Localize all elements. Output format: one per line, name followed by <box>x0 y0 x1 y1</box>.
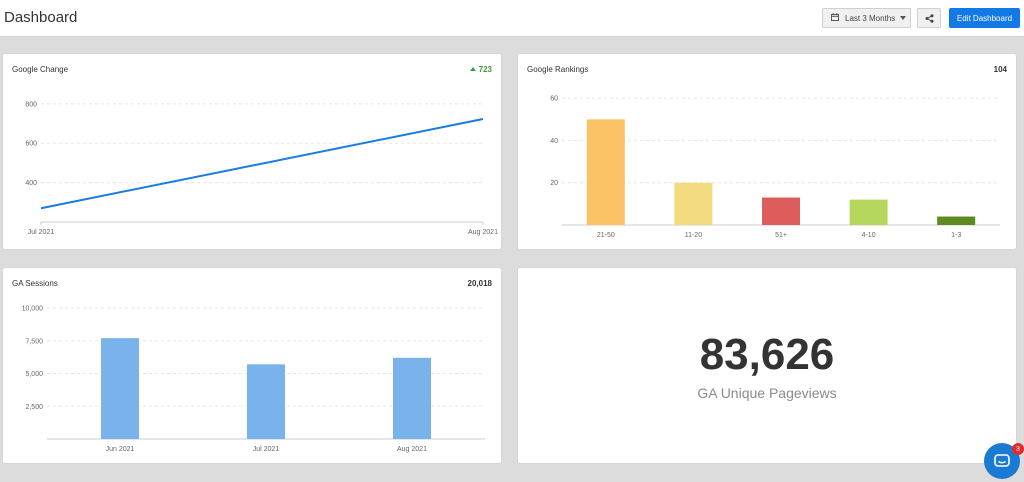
y-tick-label: 7,500 <box>25 338 43 345</box>
google-rankings-card: Google Rankings 104 20 40 60 21-50 11-20 51+ 4… <box>517 53 1017 250</box>
pageviews-value: 83,626 <box>699 330 835 379</box>
card-value: 20,018 <box>467 279 492 288</box>
x-tick-label: 1-3 <box>951 232 961 239</box>
change-value: 723 <box>478 65 492 74</box>
date-range-button[interactable]: Last 3 Months <box>822 8 911 28</box>
x-tick-label: Jul 2021 <box>253 446 280 453</box>
y-tick-label: 60 <box>550 96 558 103</box>
y-tick-label: 600 <box>25 141 37 148</box>
y-tick-label: 800 <box>25 101 37 108</box>
ga-pageviews-card: 83,626 GA Unique Pageviews <box>517 267 1017 464</box>
x-tick-label: 21-50 <box>597 232 615 239</box>
ga-sessions-chart: 2,500 5,000 7,500 10,000 Jun 2021 Jul 2021 Aug… <box>22 306 485 453</box>
x-tick-label: 4-10 <box>862 232 876 239</box>
y-tick-label: 400 <box>25 180 37 187</box>
date-range-label: Last 3 Months <box>845 13 896 23</box>
x-tick-label: Aug 2021 <box>397 446 427 453</box>
bar <box>247 364 285 439</box>
bar <box>937 216 976 225</box>
calendar-icon <box>831 13 839 23</box>
card-title: Google Rankings <box>527 65 589 74</box>
share-button[interactable] <box>917 8 941 28</box>
card-title: Google Change <box>12 65 69 74</box>
bar <box>393 357 431 439</box>
chat-icon <box>994 454 1010 467</box>
y-tick-label: 5,000 <box>25 371 43 378</box>
series-line <box>40 118 484 210</box>
y-tick-label: 20 <box>550 180 558 187</box>
card-title: GA Sessions <box>12 279 58 288</box>
x-tick-label: 51+ <box>775 232 787 239</box>
card-value: 723 <box>469 65 492 74</box>
pageviews-label: GA Unique Pageviews <box>697 385 837 401</box>
bar <box>674 182 713 225</box>
google-rankings-chart: 20 40 60 21-50 11-20 51+ 4-10 1-3 <box>550 96 1000 239</box>
bar <box>762 197 800 225</box>
page-title: Dashboard <box>4 9 78 26</box>
ga-sessions-card: GA Sessions 20,018 2,500 5,000 7,500 10,000… <box>2 267 502 464</box>
y-tick-label: 40 <box>550 138 558 145</box>
bar <box>101 338 139 439</box>
google-change-chart: 400 600 800 Jul 2021 Aug 2021 <box>25 101 498 236</box>
x-tick-label: Jun 2021 <box>106 446 135 453</box>
bar <box>849 199 888 225</box>
y-tick-label: 10,000 <box>22 306 44 313</box>
x-tick-label: 11-20 <box>685 232 702 239</box>
top-bar: Dashboard Last 3 Months Edit Dashboard <box>0 0 1024 37</box>
y-tick-label: 2,500 <box>25 404 43 411</box>
x-tick-label: Aug 2021 <box>468 229 498 236</box>
share-icon <box>925 13 933 23</box>
card-value: 104 <box>993 65 1007 74</box>
arrow-up-icon <box>469 67 476 71</box>
edit-dashboard-button[interactable]: Edit Dashboard <box>949 8 1020 28</box>
x-tick-label: Jul 2021 <box>28 229 55 236</box>
notification-badge: 3 <box>1012 443 1024 455</box>
caret-down-icon <box>900 16 907 20</box>
bar <box>586 119 625 225</box>
google-change-card: Google Change 723 400 600 800 Jul 2021 Aug 2… <box>2 53 502 250</box>
